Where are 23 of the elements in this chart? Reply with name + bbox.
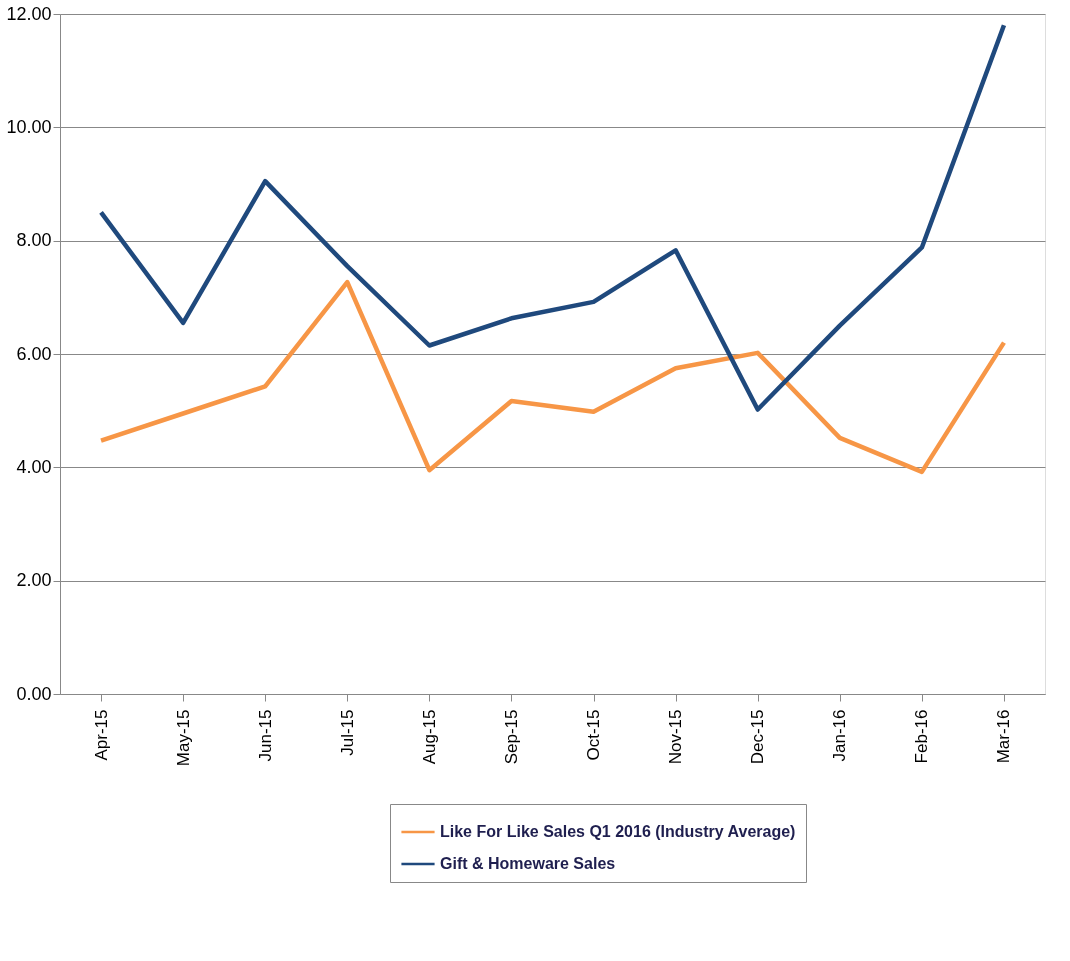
- x-tick-label: Apr-15: [91, 709, 111, 761]
- line-series: [98, 279, 1007, 475]
- x-tick-label: Nov-15: [666, 709, 686, 765]
- x-tick-label: Jun-15: [255, 709, 275, 762]
- y-tick-label: 4.00: [16, 456, 52, 477]
- y-tick-label: 10.00: [6, 116, 52, 137]
- y-tick-label: 12.00: [6, 3, 52, 24]
- y-tick-label: 6.00: [16, 343, 52, 364]
- x-tick-label: Feb-16: [912, 709, 932, 764]
- legend-label: Gift & Homeware Sales: [440, 855, 616, 872]
- x-tick-label: Sep-15: [501, 709, 521, 765]
- x-tick-label: Jul-15: [337, 709, 357, 756]
- x-tick-label: Aug-15: [419, 709, 439, 765]
- y-tick-label: 8.00: [16, 230, 52, 251]
- line-series: [98, 23, 1007, 412]
- x-tick-label: May-15: [173, 709, 193, 767]
- x-tick-label: Oct-15: [584, 709, 604, 761]
- y-tick-label: 2.00: [16, 570, 52, 591]
- legend-label: Like For Like Sales Q1 2016 (Industry Average): [440, 823, 796, 840]
- x-tick-label: Mar-16: [994, 709, 1014, 764]
- y-tick-label: 0.00: [16, 683, 52, 704]
- x-tick-label: Dec-15: [748, 709, 768, 765]
- x-tick-label: Jan-16: [830, 709, 850, 762]
